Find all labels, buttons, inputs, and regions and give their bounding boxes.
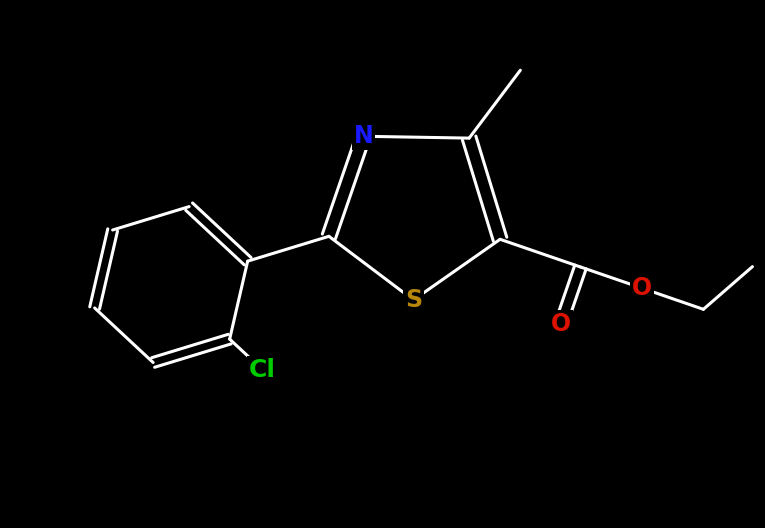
- Text: Cl: Cl: [249, 358, 276, 382]
- Text: S: S: [405, 288, 422, 312]
- Text: O: O: [632, 276, 652, 300]
- Text: O: O: [551, 312, 571, 336]
- Text: N: N: [353, 124, 373, 148]
